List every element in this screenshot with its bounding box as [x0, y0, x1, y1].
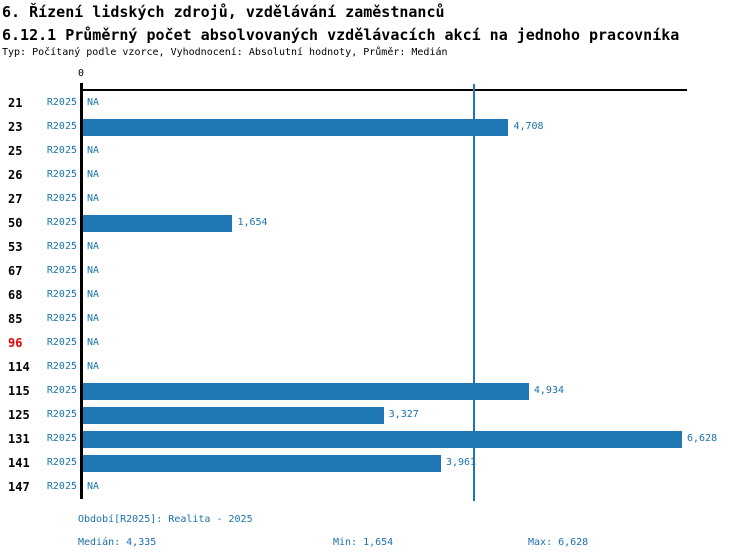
row-period-label: R2025 — [46, 457, 77, 468]
row-id-label: 27 — [8, 192, 23, 206]
chart-row: 96 R2025 NA — [0, 331, 750, 355]
row-id-label: 26 — [8, 168, 23, 182]
row-period-label: R2025 — [46, 433, 77, 444]
row-id-label: 85 — [8, 312, 23, 326]
footer-min: Min: 1,654 — [333, 537, 394, 548]
row-period-label: R2025 — [46, 169, 77, 180]
chart-row: 25 R2025 NA — [0, 139, 750, 163]
na-label: NA — [87, 241, 100, 252]
bar-value-label: 1,654 — [237, 217, 268, 228]
y-axis-line — [80, 83, 83, 499]
na-label: NA — [87, 193, 100, 204]
chart-meta: Typ: Počítaný podle vzorce, Vyhodnocení:… — [2, 47, 448, 58]
chart-row: 85 R2025 NA — [0, 307, 750, 331]
chart-row: 68 R2025 NA — [0, 283, 750, 307]
row-period-label: R2025 — [46, 265, 77, 276]
row-id-label: 21 — [8, 96, 23, 110]
row-period-label: R2025 — [46, 385, 77, 396]
chart-row: 23 R2025 4,708 — [0, 115, 750, 139]
row-period-label: R2025 — [46, 121, 77, 132]
value-bar — [83, 430, 682, 448]
chart-row: 147 R2025 NA — [0, 475, 750, 499]
page-title: 6. Řízení lidských zdrojů, vzdělávání za… — [2, 3, 445, 21]
row-period-label: R2025 — [46, 241, 77, 252]
x-axis-zero-label: 0 — [77, 68, 85, 79]
na-label: NA — [87, 145, 100, 156]
chart-row: 131 R2025 6,628 — [0, 427, 750, 451]
chart-row: 141 R2025 3,961 — [0, 451, 750, 475]
x-axis-line — [82, 89, 687, 91]
value-bar — [83, 382, 529, 400]
footer-median: Medián: 4,335 — [78, 537, 157, 548]
value-bar — [83, 406, 384, 424]
chart-row: 53 R2025 NA — [0, 235, 750, 259]
bar-value-label: 6,628 — [687, 433, 718, 444]
chart-row: 27 R2025 NA — [0, 187, 750, 211]
footer-max: Max: 6,628 — [528, 537, 589, 548]
median-line — [472, 84, 475, 501]
row-id-label: 114 — [8, 360, 30, 374]
row-period-label: R2025 — [46, 481, 77, 492]
row-period-label: R2025 — [46, 313, 77, 324]
row-id-label: 115 — [8, 384, 30, 398]
row-id-label: 68 — [8, 288, 23, 302]
row-id-label: 147 — [8, 480, 30, 494]
bar-value-label: 4,708 — [513, 121, 544, 132]
na-label: NA — [87, 481, 100, 492]
row-period-label: R2025 — [46, 217, 77, 228]
value-bar — [83, 118, 509, 136]
row-id-label: 25 — [8, 144, 23, 158]
na-label: NA — [87, 337, 100, 348]
na-label: NA — [87, 97, 100, 108]
bar-value-label: 3,327 — [388, 409, 419, 420]
row-period-label: R2025 — [46, 193, 77, 204]
na-label: NA — [87, 361, 100, 372]
row-id-label: 23 — [8, 120, 23, 134]
na-label: NA — [87, 169, 100, 180]
chart-row: 67 R2025 NA — [0, 259, 750, 283]
chart-row: 115 R2025 4,934 — [0, 379, 750, 403]
bar-value-label: 4,934 — [533, 385, 564, 396]
na-label: NA — [87, 289, 100, 300]
chart-row: 114 R2025 NA — [0, 355, 750, 379]
chart-rows: 21 R2025 NA 23 R2025 4,708 25 R2025 NA 26 R2025 NA 2… — [0, 91, 750, 499]
chart-title: 6.12.1 Průměrný počet absolvovaných vzdě… — [2, 26, 680, 44]
value-bar — [83, 454, 441, 472]
na-label: NA — [87, 265, 100, 276]
row-period-label: R2025 — [46, 337, 77, 348]
chart-row: 21 R2025 NA — [0, 91, 750, 115]
row-id-label: 96 — [8, 336, 23, 350]
bar-value-label: 3,961 — [445, 457, 477, 468]
row-period-label: R2025 — [46, 409, 77, 420]
row-period-label: R2025 — [46, 97, 77, 108]
row-period-label: R2025 — [46, 289, 77, 300]
chart-row: 26 R2025 NA — [0, 163, 750, 187]
chart-row: 50 R2025 1,654 — [0, 211, 750, 235]
row-id-label: 50 — [8, 216, 23, 230]
row-id-label: 141 — [8, 456, 30, 470]
row-id-label: 125 — [8, 408, 30, 422]
row-period-label: R2025 — [46, 145, 77, 156]
row-id-label: 131 — [8, 432, 30, 446]
footer-period: Období[R2025]: Realita - 2025 — [78, 514, 253, 525]
row-id-label: 53 — [8, 240, 23, 254]
chart-row: 125 R2025 3,327 — [0, 403, 750, 427]
row-id-label: 67 — [8, 264, 23, 278]
row-period-label: R2025 — [46, 361, 77, 372]
value-bar — [83, 214, 233, 232]
na-label: NA — [87, 313, 100, 324]
